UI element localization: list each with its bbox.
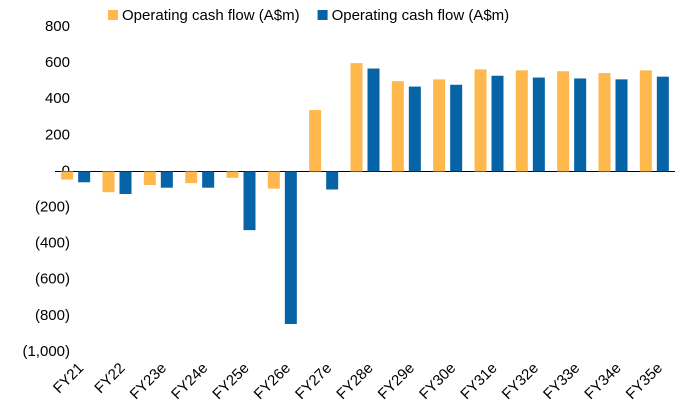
y-tick-label: (200): [35, 199, 70, 216]
legend-swatch: [108, 10, 118, 20]
bar: [557, 71, 570, 172]
y-tick-label: (600): [35, 271, 70, 288]
bar: [615, 79, 628, 172]
bar: [491, 75, 504, 172]
x-tick-label: FY25e: [209, 360, 252, 403]
bar: [450, 84, 463, 172]
y-tick-label: 400: [45, 90, 70, 107]
x-tick-label: FY30e: [416, 360, 459, 403]
y-tick-label: (800): [35, 307, 70, 324]
x-tick-label: FY26e: [251, 360, 294, 403]
y-tick-label: 800: [45, 18, 70, 35]
bar: [656, 76, 669, 172]
y-tick-label: 600: [45, 54, 70, 71]
x-tick-label: FY33e: [540, 360, 583, 403]
legend-label: Operating cash flow (A$m): [332, 7, 510, 24]
y-tick-label: 200: [45, 126, 70, 143]
bar: [284, 171, 297, 325]
bar: [515, 70, 528, 172]
bar: [574, 78, 587, 172]
y-tick-label: (1,000): [22, 343, 70, 360]
bar: [226, 171, 239, 178]
x-tick-label: FY35e: [623, 360, 666, 403]
x-tick-label: FY32e: [499, 360, 542, 403]
bar: [326, 171, 339, 190]
bar: [408, 86, 421, 172]
x-tick-label: FY24e: [168, 360, 211, 403]
x-tick-label: FY22: [91, 360, 128, 397]
bar: [474, 69, 487, 172]
y-tick-label: 0: [62, 162, 70, 179]
bar: [102, 171, 115, 193]
bar: [78, 171, 91, 183]
y-tick-label: (400): [35, 235, 70, 252]
x-tick-label: FY31e: [457, 360, 500, 403]
bar: [598, 73, 611, 172]
bar: [61, 171, 74, 180]
bar: [367, 68, 380, 172]
x-tick-label: FY34e: [581, 360, 624, 403]
bar: [202, 171, 215, 188]
bar: [160, 171, 173, 188]
bar: [185, 171, 198, 184]
x-tick-label: FY23e: [127, 360, 170, 403]
bar: [532, 77, 545, 172]
bar: [267, 171, 280, 189]
legend-swatch: [317, 10, 328, 20]
x-tick-label: FY29e: [375, 360, 418, 403]
bar: [143, 171, 156, 185]
bar: [119, 171, 132, 195]
bar: [243, 171, 256, 231]
bar: [433, 79, 446, 172]
bar: [391, 81, 404, 172]
x-tick-label: FY28e: [333, 360, 376, 403]
bar: [639, 70, 652, 172]
legend-label: Operating cash flow (A$m): [122, 7, 300, 24]
bar: [309, 110, 322, 172]
bar: [350, 63, 363, 172]
x-tick-label: FY27e: [292, 360, 335, 403]
x-tick-label: FY21: [50, 360, 87, 397]
